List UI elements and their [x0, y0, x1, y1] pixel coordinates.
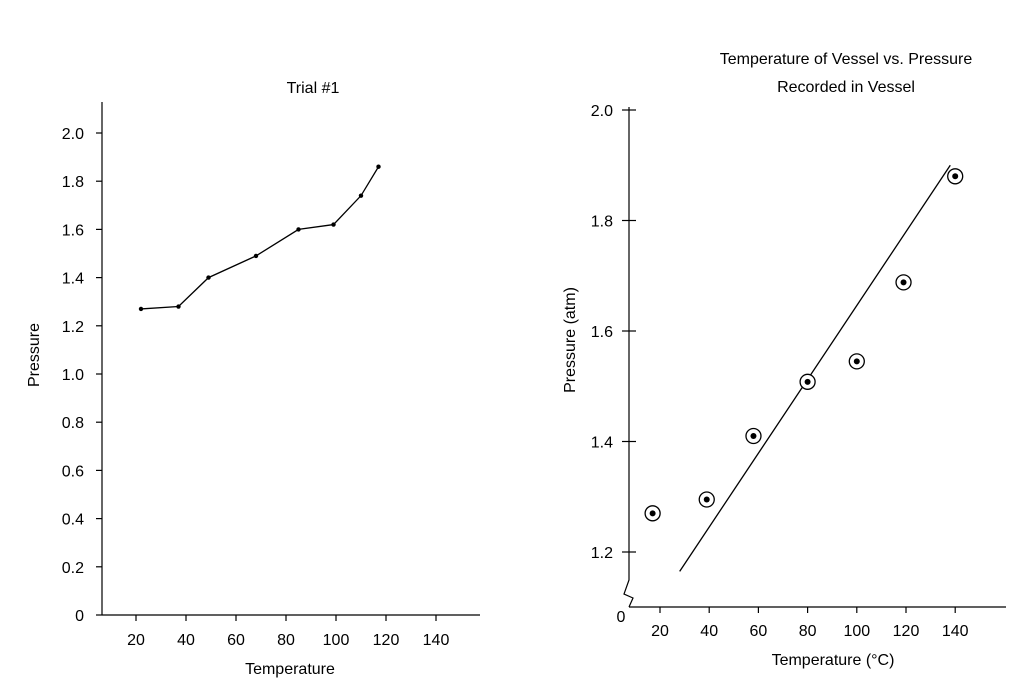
chart-title: Trial #1 [287, 80, 340, 97]
data-point [649, 510, 656, 517]
data-point [138, 306, 144, 312]
data-point [376, 164, 381, 169]
y-tick-label: 1.6 [62, 222, 84, 239]
axis-ticks: 0 0.2 0.4 0.6 0.8 1.0 1.2 1.4 1.6 1.8 2.0 20 40 60 80 1… [62, 126, 450, 649]
y-tick-label: 1.0 [62, 367, 84, 384]
x-tick-label: 40 [700, 623, 718, 640]
y-tick-label: 0.4 [62, 512, 84, 529]
series-line [140, 166, 380, 310]
y-tick-label: 1.2 [591, 545, 613, 562]
data-point [206, 275, 211, 280]
x-tick-label: 20 [651, 623, 669, 640]
data-point [176, 304, 181, 309]
data-point [853, 358, 860, 365]
chart-title-line-1: Temperature of Vessel vs. Pressure [720, 51, 973, 68]
trendline-group [679, 164, 951, 572]
y-tick-label: 2.0 [62, 126, 84, 143]
axis-ticks: 1.2 1.4 1.6 1.8 2.0 20 40 60 80 100 120 140 [591, 103, 969, 640]
y-tick-label: 1.4 [62, 271, 84, 288]
series-group [644, 168, 964, 522]
x-tick-label: 100 [323, 632, 350, 649]
y-tick-label: 1.2 [62, 319, 84, 336]
x-tick-label: 120 [373, 632, 400, 649]
x-tick-label: 20 [127, 632, 145, 649]
y-tick-label: 0.6 [62, 463, 84, 480]
data-point [296, 227, 301, 232]
data-point [804, 378, 811, 385]
data-point [253, 253, 259, 259]
x-tick-label: 120 [893, 623, 920, 640]
x-tick-label: 60 [227, 632, 245, 649]
x-tick-label: 140 [423, 632, 450, 649]
y-tick-label: 0 [75, 608, 84, 625]
y-tick-label: 1.6 [591, 324, 613, 341]
trial-1-chart: Trial #1 0 0.2 0.4 0.6 0.8 1.0 1.2 1.4 1.6 1.8 2.0… [26, 80, 480, 678]
series-group [138, 164, 381, 312]
y-tick-label: 1.4 [591, 435, 613, 452]
x-tick-label: 100 [843, 623, 870, 640]
data-point [750, 432, 757, 439]
y-axis-title: Pressure (atm) [562, 287, 579, 393]
chart-title-line-2: Recorded in Vessel [777, 79, 915, 96]
x-axis-title: Temperature [245, 661, 335, 678]
y-tick-label: 2.0 [591, 103, 613, 120]
y-tick-label: 1.8 [591, 214, 613, 231]
data-point [900, 279, 907, 286]
x-tick-label: 80 [277, 632, 295, 649]
x-tick-label: 60 [750, 623, 768, 640]
x-tick-label: 80 [799, 623, 817, 640]
y-axis-title: Pressure [26, 323, 43, 387]
vessel-pressure-chart: Temperature of Vessel vs. Pressure Recor… [562, 51, 1006, 669]
y-axis [623, 107, 634, 608]
y-tick-label: 0.2 [62, 560, 84, 577]
y-tick-label: 1.8 [62, 174, 84, 191]
data-point [358, 193, 364, 198]
data-point [952, 173, 959, 180]
data-point [703, 496, 710, 503]
origin-label: 0 [617, 609, 626, 626]
data-point [331, 222, 336, 227]
x-tick-label: 140 [942, 623, 969, 640]
x-axis-title: Temperature (°C) [772, 652, 895, 669]
y-tick-label: 0.8 [62, 415, 84, 432]
trendline [679, 164, 951, 572]
x-tick-label: 40 [177, 632, 195, 649]
